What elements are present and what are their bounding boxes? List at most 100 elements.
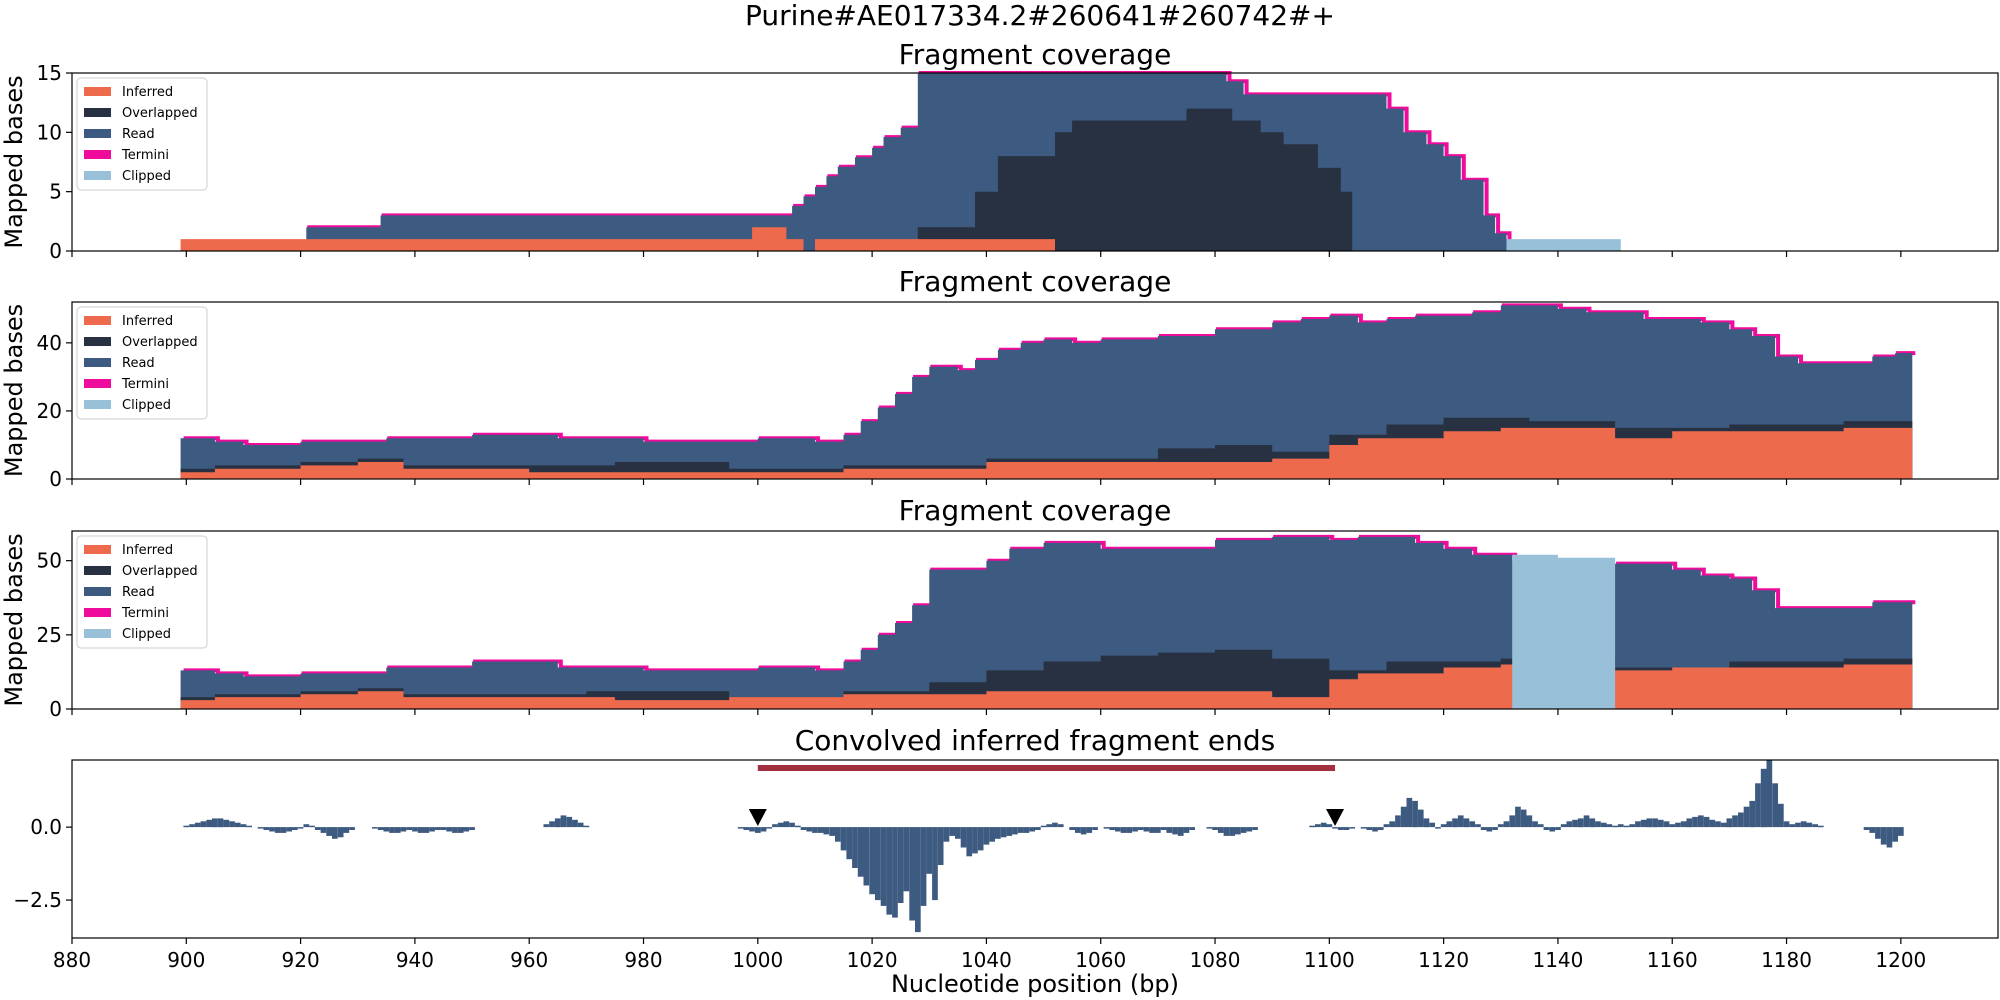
convolved-bar [1332,827,1338,829]
convolved-bar [1789,824,1796,828]
convolved-bar [1172,827,1178,835]
legend-swatch-inferred [84,316,111,325]
legend: Inferred Overlapped Read Termini Clipped [76,535,208,649]
x-tick-label: 960 [510,948,548,972]
convolved-bar [1183,827,1190,833]
convolved-bar [1497,824,1504,828]
convolved-bar [1486,827,1493,832]
convolved-bar [292,827,298,830]
convolved-bar [1166,827,1173,833]
panels: Fragment coverage 0 5 10 15 Mapped bases Infer… [0,38,1999,972]
legend-swatch-clipped [84,400,111,409]
convolved-bar [1549,827,1556,832]
legend-swatch-overlapped [84,566,111,575]
convolved-bar [1652,818,1658,828]
convolved-bar [743,827,750,830]
convolved-bar [1400,806,1407,828]
convolved-bar [1749,800,1756,828]
convolved-bar [372,827,378,829]
convolved-bar [240,824,247,828]
legend-label-clipped: Clipped [122,627,171,642]
convolved-bar [257,827,264,829]
legend-label-read: Read [122,585,155,600]
convolved-bar [572,819,578,828]
convolved-bar [274,827,281,833]
convolved-bar [1646,818,1653,828]
convolved-bar [394,827,401,833]
convolved-bar [543,824,550,828]
y-tick-label: 20 [37,399,62,423]
panel-title: Fragment coverage [899,38,1172,71]
convolved-bar [1778,803,1784,828]
y-tick-label: 0 [49,239,62,263]
convolved-bar [1143,827,1150,832]
convolved-bar [1069,827,1075,830]
x-tick-label: 940 [396,948,434,972]
convolved-bar [869,827,875,895]
span-bar [757,765,1335,771]
convolved-bar [840,827,847,851]
legend-swatch-read [84,587,111,596]
convolved-bar [1795,822,1801,828]
x-tick-label: 1200 [1875,948,1926,972]
convolved-bar [760,827,767,832]
convolved-bar [932,827,938,901]
convolved-bar [835,827,841,842]
legend-label-inferred: Inferred [122,543,173,558]
panel-title: Convolved inferred fragment ends [795,724,1276,757]
convolved-bar [1040,825,1047,828]
legend-swatch-termini [84,608,111,617]
convolved-bar [1537,824,1544,828]
convolved-bar [1177,827,1184,836]
legend-label-inferred: Inferred [122,85,173,100]
convolved-bar [755,827,761,833]
convolved-bar [1240,827,1247,833]
convolved-bar [1309,825,1315,828]
panel-4: Convolved inferred fragment ends −2.5 0.0 8… [13,724,1999,972]
convolved-bar [1720,822,1727,828]
convolved-bar [1457,815,1464,828]
convolved-bar [960,827,967,848]
x-tick-label: 1120 [1418,948,1469,972]
legend-swatch-overlapped [84,108,111,117]
convolved-bar [789,822,795,828]
convolved-bar [1423,818,1430,828]
convolved-bar [1875,827,1881,839]
convolved-bar [1235,827,1241,835]
convolved-bar [1223,827,1230,836]
panel-2: Fragment coverage 0 20 40 Mapped bases Inferr… [0,265,1999,491]
convolved-bar [1555,827,1561,830]
convolved-bar [1766,760,1773,828]
panel-3: Fragment coverage 0 25 50 Mapped bases Inferr… [0,494,1999,721]
convolved-bar [1617,824,1624,828]
convolved-bar [1315,824,1321,828]
convolved-bar [1669,824,1676,828]
x-tick-label: 1060 [1075,948,1126,972]
x-tick-label: 1140 [1532,948,1583,972]
convolved-bar [1863,827,1870,830]
convolved-bar [1772,783,1778,828]
convolved-bar [1126,827,1133,833]
convolved-bar [1812,824,1818,828]
axes-frame [71,530,1999,710]
x-tick-label: 880 [53,948,91,972]
convolved-bar [1023,827,1030,833]
legend-label-termini: Termini [121,148,169,163]
convolved-bar [1212,827,1218,830]
legend-swatch-clipped [84,171,111,180]
y-axis-label: Mapped bases [0,533,28,706]
convolved-bar [1606,824,1613,828]
convolved-bar [223,819,230,828]
legend: Inferred Overlapped Read Termini Clipped [76,306,208,420]
convolved-bar [1503,821,1510,828]
convolved-bar [446,827,452,832]
y-tick-label: 25 [37,623,62,647]
convolved-bar [1366,827,1373,830]
convolved-bar [377,827,384,830]
convolved-bar [1160,827,1167,830]
convolved-bar [1012,827,1018,835]
convolved-bar [1412,800,1418,828]
legend-swatch-overlapped [84,337,111,346]
convolved-bar [1783,821,1790,828]
